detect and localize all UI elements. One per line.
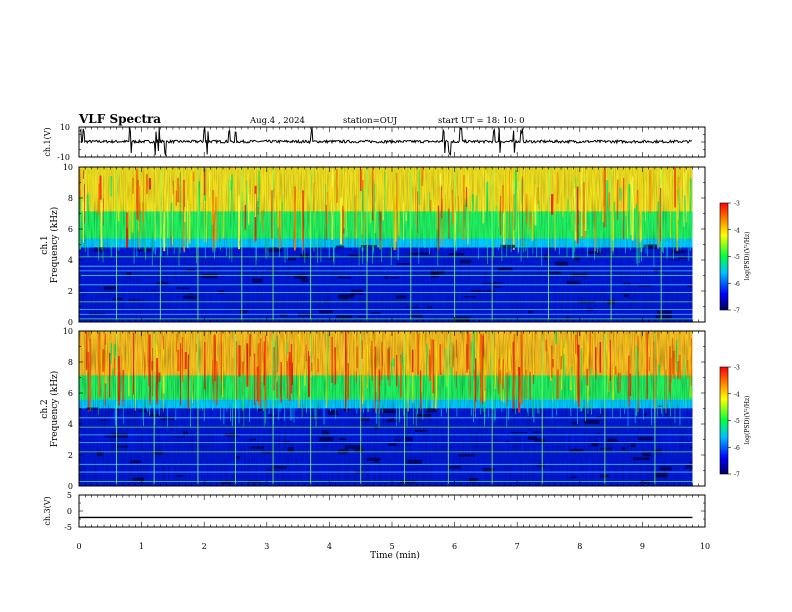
station-label: station=OUJ — [343, 116, 398, 126]
ch2-colorbar-ticks: -3 -4 -5 -6 -7 — [728, 365, 740, 479]
ch1-waveform-panel: 10 -10 ch.1(V) — [43, 123, 706, 162]
cbar-2-ticks-tick-label: -4 — [734, 391, 740, 398]
ch1-waveform-ticks — [78, 126, 706, 158]
ch2-sferic-lines — [116, 331, 656, 486]
ch2-colorbar-scale — [719, 366, 729, 475]
time-tick-label: 9 — [640, 542, 645, 551]
cbar-1-ticks-tick-label: -5 — [734, 254, 740, 261]
cbar-2-ticks-tick-label: -5 — [734, 418, 740, 425]
cbar-1-ticks-tick-label: -7 — [734, 308, 740, 315]
ch1-waveform-trace — [79, 126, 693, 157]
ch3-y-tick-label: 5 — [67, 491, 72, 500]
figure-header: VLF Spectra Aug.4 , 2024 station=OUJ sta… — [78, 112, 525, 126]
ch1-frequency-tick-labels: 0 2 4 6 8 10 — [63, 163, 73, 327]
ch3-waveform-ticks — [78, 494, 706, 528]
p2-freq-tick-label: 6 — [68, 225, 73, 234]
p3-freq-tick-label: 2 — [68, 451, 73, 460]
time-tick-label: 6 — [452, 542, 457, 551]
p2-freq-tick-label: 2 — [68, 287, 73, 296]
time-tick-label: 2 — [202, 542, 207, 551]
time-axis-label: Time (min) — [370, 550, 420, 561]
ch1-spectrogram-panel: 0 2 4 6 8 10 ch.1 Frequency (kHz) — [40, 163, 706, 327]
p3-freq-tick-label: 4 — [68, 420, 73, 429]
ch3-waveform-frame — [78, 494, 706, 528]
cbar-1-ticks-tick-label: -6 — [734, 281, 740, 288]
date-label: Aug.4 , 2024 — [249, 116, 305, 126]
ch1-spectrogram-ticks — [78, 166, 706, 323]
ch1-horizontal-lines — [79, 256, 693, 320]
ch2-colorbar: -3 -4 -5 -6 -7 log(PSD)(V²/Hz) — [719, 365, 751, 479]
time-axis: 0 1 2 3 4 5 6 7 8 9 10 Time (min) — [76, 542, 710, 561]
time-tick-label: 4 — [327, 542, 332, 551]
ch1-colorbar-scale — [719, 202, 729, 311]
start-time-label: start UT = 18: 10: 0 — [438, 116, 525, 126]
time-tick-label: 8 — [577, 542, 582, 551]
ch2-horizontal-lines — [79, 417, 693, 482]
figure-title: VLF Spectra — [78, 112, 161, 126]
time-tick-labels: 0 1 2 3 4 5 6 7 8 9 10 — [76, 542, 710, 551]
p3-freq-tick-label: 6 — [68, 389, 73, 398]
ch1-y-tick-bottom: -10 — [57, 153, 70, 162]
p2-freq-tick-label: 8 — [68, 194, 73, 203]
ch1-y-tick-top: 10 — [60, 123, 70, 132]
p3-freq-tick-label: 8 — [68, 358, 73, 367]
ch3-y-axis-label: ch.3(V) — [43, 496, 52, 525]
ch1-spectrogram-y-axis-label: Frequency (kHz) — [49, 207, 60, 284]
ch3-waveform-panel: 5 0 -5 ch.3(V) — [43, 491, 706, 532]
ch2-spectrogram-panel: 0 2 4 6 8 10 ch.2 Frequency (kHz) — [40, 327, 706, 491]
cbar-2-ticks-tick-label: -6 — [734, 445, 740, 452]
ch2-noise-texture — [79, 331, 705, 486]
ch2-no-data-region — [692, 331, 705, 486]
p2-freq-tick-label: 10 — [63, 163, 73, 172]
time-tick-label: 1 — [139, 542, 144, 551]
ch3-y-tick-label: 0 — [67, 507, 72, 516]
ch1-colorbar-label: log(PSD)(V²/Hz) — [744, 232, 751, 281]
cbar-1-ticks-tick-label: -3 — [734, 201, 740, 208]
p3-freq-tick-label: 10 — [63, 327, 73, 336]
ch1-no-data-region — [692, 167, 705, 322]
ch2-spectrogram-channel-label: ch.2 — [40, 399, 50, 418]
ch1-sferic-lines — [116, 167, 662, 322]
p3-freq-tick-label: 0 — [68, 482, 73, 491]
time-tick-label: 3 — [264, 542, 269, 551]
time-tick-label: 7 — [515, 542, 520, 551]
time-tick-label: 5 — [389, 542, 394, 551]
ch3-y-tick-label: -5 — [64, 523, 72, 532]
ch1-spectrogram-channel-label: ch.1 — [40, 235, 50, 254]
p2-freq-tick-label: 4 — [68, 256, 73, 265]
time-tick-label: 10 — [700, 542, 710, 551]
cbar-2-ticks-tick-label: -3 — [734, 365, 740, 372]
ch2-frequency-tick-labels: 0 2 4 6 8 10 — [63, 327, 73, 491]
ch3-y-tick-labels: 5 0 -5 — [64, 491, 72, 532]
ch1-y-axis-label: ch.1(V) — [43, 127, 52, 156]
ch1-colorbar: -3 -4 -5 -6 -7 log(PSD)(V²/Hz) — [719, 201, 751, 315]
time-tick-label: 0 — [76, 542, 81, 551]
cbar-2-ticks-tick-label: -7 — [734, 472, 740, 479]
ch1-colorbar-ticks: -3 -4 -5 -6 -7 — [728, 201, 740, 315]
p2-freq-tick-label: 0 — [68, 318, 73, 327]
ch2-colorbar-label: log(PSD)(V²/Hz) — [744, 396, 751, 445]
ch2-spectrogram-ticks — [78, 330, 706, 487]
ch1-noise-texture — [79, 167, 705, 322]
ch2-spectrogram-y-axis-label: Frequency (kHz) — [49, 371, 60, 448]
cbar-1-ticks-tick-label: -4 — [734, 227, 740, 234]
